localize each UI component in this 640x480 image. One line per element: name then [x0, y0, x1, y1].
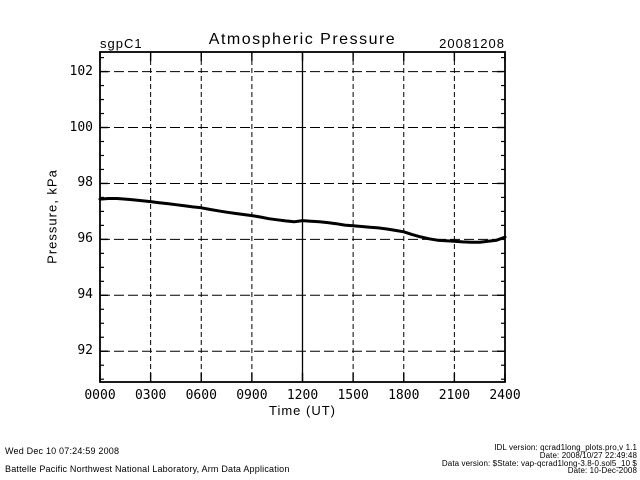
chart-title: Atmospheric Pressure — [208, 31, 397, 48]
footer-timestamp: Wed Dec 10 07:24:59 2008 — [5, 446, 120, 456]
y-tick-label: 98 — [77, 175, 93, 191]
footer-version-info: IDL version: qcrad1long_plots.pro,v 1.1 … — [442, 444, 637, 475]
x-tick-label: 2100 — [438, 388, 471, 403]
data-version-line: Data version: $State: vap-qcrad1long-3.8… — [441, 458, 637, 468]
pressure-curve — [98, 197, 507, 244]
data-date-line: Date: 10-Dec-2008 — [567, 466, 637, 476]
chart-date-label: 20081208 — [439, 36, 505, 51]
x-tick-label: 2400 — [489, 388, 521, 403]
y-tick-label: 94 — [77, 287, 93, 303]
idl-date-line: Date: 2008/10/27 22:49:48 — [539, 450, 637, 460]
y-tick-label: 96 — [77, 231, 93, 247]
site-facility-label: sgpC1 — [100, 36, 143, 51]
x-tick-label: 1200 — [286, 388, 319, 403]
x-tick-label: 1500 — [337, 388, 369, 403]
y-tick-label: 100 — [69, 119, 93, 135]
y-tick-label: 102 — [69, 63, 93, 79]
x-tick-label: 0300 — [134, 388, 167, 403]
x-tick-label: 0900 — [236, 388, 268, 403]
footer-organization: Battelle Pacific Northwest National Labo… — [5, 464, 290, 474]
y-tick-label: 92 — [77, 343, 93, 359]
idl-version-line: IDL version: qcrad1long_plots.pro,v 1.1 — [494, 443, 637, 452]
x-axis-title: Time (UT) — [268, 403, 336, 418]
x-tick-label: 1800 — [388, 388, 420, 403]
footer-provenance: Wed Dec 10 07:24:59 2008 Battelle Pacifi… — [5, 446, 290, 480]
x-tick-label: 0600 — [185, 388, 217, 403]
x-tick-label: 0000 — [84, 388, 116, 403]
